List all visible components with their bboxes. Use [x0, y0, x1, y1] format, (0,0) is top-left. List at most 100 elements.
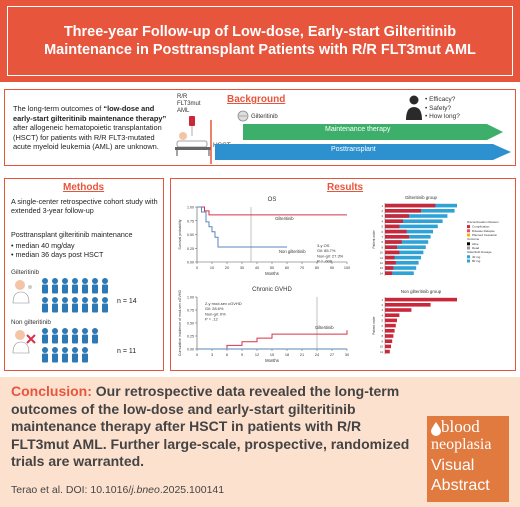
y-tick-label: 0.50 [187, 322, 194, 326]
x-tick-label: 6 [226, 353, 228, 357]
swimmer-bar [385, 308, 412, 312]
page-title: Three-year Follow-up of Low-dose, Early-… [44, 24, 476, 58]
x-tick-label: 0 [196, 353, 198, 357]
methods-panel: Methods A single-center retrospective co… [4, 178, 164, 371]
patient-bed-icon [175, 116, 211, 156]
swimmer-bar [385, 250, 424, 255]
x-tick-label: 12 [255, 353, 259, 357]
swimmer-row-label: 7 [381, 329, 383, 333]
x-tick-label: 18 [285, 353, 289, 357]
doctor-icon [406, 95, 422, 120]
legend-swatch [467, 259, 470, 263]
x-tick-label: 15 [270, 353, 274, 357]
swimmer-gilt-segment [385, 266, 394, 270]
y-tick-label: 0.75 [187, 219, 194, 223]
stat-line: Non-gil: 0% [205, 311, 226, 316]
swimmer-bar [385, 297, 457, 302]
os-chart: OS 0.00 0.25 0.50 0.75 1.00 0 10 20 30 40 50 60 70 80 9… [175, 193, 355, 281]
methods-maint-title: Posttransplant gilteritinib maintenance [11, 230, 133, 239]
posttransplant-arrow-label: Posttransplant [331, 146, 376, 153]
swimmer-row-label: 7 [381, 235, 383, 239]
x-tick-label: 27 [330, 353, 334, 357]
citation-ital: j.bneo [131, 484, 160, 496]
swimmer-gilt-segment [385, 261, 396, 265]
swimmer-row-label: 2 [381, 209, 383, 213]
brand-line-1: blood [441, 417, 480, 436]
x-tick-label: 60 [285, 266, 289, 270]
drug-label: Gilteritinib [251, 114, 278, 120]
brand-line-2: neoplasia [431, 436, 492, 453]
swimmer-bar [385, 240, 429, 244]
swimmer-row-label: 4 [381, 313, 383, 317]
legend-entry: Gilteritinib Dosage [467, 250, 492, 254]
stat-line: 3-y OS [317, 243, 330, 248]
swimmer-row-label: 3 [381, 308, 383, 312]
swimmer-bar [385, 318, 397, 323]
blood-drop-icon [431, 422, 441, 436]
y-tick-label: 0.50 [187, 233, 194, 237]
legend-swatch [467, 233, 470, 237]
x-tick-label: 30 [345, 353, 349, 357]
swimmer-gilt-segment [385, 250, 400, 255]
y-tick-label: 1.00 [187, 296, 194, 300]
series-line-gilteritinib [197, 206, 347, 216]
conclusion-text: Conclusion: Our retrospective data revea… [11, 383, 411, 471]
header-banner: Three-year Follow-up of Low-dose, Early-… [0, 0, 520, 82]
legend-swatch [467, 225, 470, 229]
group-non-label: Non gilteritinib [11, 319, 51, 326]
swimmer-row-label: 1 [381, 298, 383, 302]
x-axis-label: Months [265, 358, 279, 363]
x-tick-label: 100 [344, 266, 350, 270]
y-axis-label: Survival probability [178, 219, 182, 249]
swimmer-row-label: 10 [380, 345, 384, 349]
swimmer-row-label: 8 [381, 334, 383, 338]
stat-line: Gil: 85.7% [317, 248, 336, 253]
x-tick-label: 40 [255, 266, 259, 270]
x-tick-label: 90 [330, 266, 334, 270]
swimmer-row-label: 11 [380, 256, 383, 260]
patient-label: R/R FLT3mut AML [177, 94, 201, 115]
x-tick-label: 70 [300, 266, 304, 270]
methods-bullets: • median 40 mg/day • median 36 days post… [11, 241, 103, 259]
swimmer-bar [385, 344, 391, 349]
methods-design: A single-center retrospective cohort stu… [11, 197, 158, 216]
timeline-arrows [210, 120, 511, 164]
background-text-post: after allogeneic hematopoietic transplan… [13, 123, 162, 152]
stat-line: Non-gil: 27.3% [317, 253, 344, 258]
citation-post: .2025.100141 [159, 484, 225, 496]
x-tick-label: 20 [225, 266, 229, 270]
background-text-pre: The long-term outcomes of [13, 104, 104, 113]
x-tick-label: 24 [315, 353, 319, 357]
swimmer-row-label: 6 [381, 230, 383, 234]
series-label: Non gilteritinib [279, 249, 306, 254]
swimmer-gilt-segment [385, 229, 407, 234]
x-tick-label: 10 [210, 266, 214, 270]
swimmer-row-label: 11 [380, 350, 383, 354]
swimmer-gilt-segment [385, 214, 409, 218]
brand-line-3: Visual [431, 457, 475, 474]
y-tick-label: 0.00 [187, 348, 194, 352]
stat-line: Gil: 28.6% [205, 306, 224, 311]
swimmer-gilt-segment [385, 235, 409, 239]
conclusion-body: Our retrospective data revealed the long… [11, 383, 410, 469]
swimmer-bar [385, 255, 421, 260]
legend-entry: Alive [472, 242, 479, 246]
swimmer-title: Gilteritinib group [405, 195, 438, 200]
legend-swatch [467, 242, 470, 246]
x-tick-label: 3 [211, 353, 213, 357]
chart-title: OS [268, 197, 277, 203]
chart-title: Chronic GVHD [252, 287, 292, 293]
legend-swatch [467, 246, 470, 250]
swimmer-bar [385, 266, 417, 270]
methods-bullet-1: • median 40 mg/day [11, 241, 75, 250]
stat-line: 2-y mod-sev cGVHD [205, 301, 242, 306]
background-text-bold: “low-dose and early-start gilteritinib m… [13, 104, 167, 123]
swimmer-gilt-segment [385, 219, 403, 223]
swimmer-bar [385, 329, 395, 333]
swimmer-title: Non gilteritinib group [401, 289, 442, 294]
group-gilt-label: Gilteritinib [11, 269, 39, 276]
series-label: Gilteritinib [275, 216, 294, 221]
x-tick-label: 80 [315, 266, 319, 270]
